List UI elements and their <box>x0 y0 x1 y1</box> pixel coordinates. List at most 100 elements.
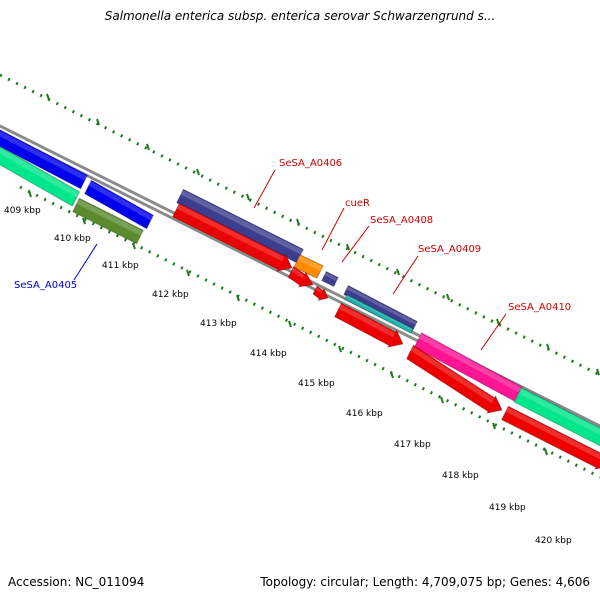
feature-aqua-left <box>0 145 81 207</box>
gene-leader-line <box>253 169 276 209</box>
kbp-tick-label: 411 kbp <box>102 261 139 271</box>
upper-major-tick <box>196 168 200 176</box>
kbp-tick-label: 418 kbp <box>442 471 479 481</box>
feature-magenta-sesa-a0410-highlight <box>418 333 522 393</box>
feature-blue-sesa-a0405-highlight <box>88 181 153 221</box>
map-title: Salmonella enterica subsp. enterica sero… <box>104 9 496 23</box>
cds-arrow-3-body <box>312 285 329 302</box>
gene-label: cueR <box>345 198 370 209</box>
kbp-tick-label: 415 kbp <box>298 379 335 389</box>
feature-navy-sesa-a0408-highlight <box>324 272 338 282</box>
upper-major-tick <box>346 243 350 251</box>
lower-scale-dots <box>19 185 600 479</box>
upper-major-tick <box>396 268 400 276</box>
lower-major-tick <box>492 422 496 430</box>
upper-major-tick <box>596 368 600 376</box>
feature-teal-sesa-a0409-body <box>344 294 414 334</box>
feature-orange-cuer-body <box>293 254 324 279</box>
kbp-tick-label: 414 kbp <box>250 349 287 359</box>
lower-major-tick <box>288 320 292 328</box>
feature-aqua-left-highlight <box>0 147 80 198</box>
cds-arrow-4-body <box>333 302 404 348</box>
feature-blue-left <box>0 129 89 190</box>
feature-gray-sesa-a0409-body <box>343 284 418 332</box>
kbp-tick-label: 410 kbp <box>54 234 91 244</box>
kbp-tick-label: 420 kbp <box>535 536 572 546</box>
cds-arrow-2-body <box>287 265 314 288</box>
accession-text: Accession: NC_011094 <box>8 575 145 589</box>
upper-major-tick <box>146 143 150 151</box>
feature-gray-sesa-a0409 <box>343 284 418 332</box>
upper-major-tick <box>46 93 50 101</box>
cds-arrow-4-highlight <box>338 304 396 338</box>
upper-major-tick <box>296 218 300 226</box>
feature-blue-left-body <box>0 129 89 190</box>
feature-aqua-right-highlight <box>518 388 600 436</box>
lower-major-tick <box>544 448 548 456</box>
cds-arrow-2-highlight <box>291 267 305 279</box>
upper-scale-dots <box>0 73 600 377</box>
gene-label: SeSA_A0409 <box>418 244 481 255</box>
cds-arrow-5 <box>405 344 503 414</box>
cds-arrow-6-highlight <box>505 407 600 460</box>
kbp-tick-label: 419 kbp <box>489 503 526 513</box>
lower-major-tick <box>440 396 444 404</box>
gene-label: SeSA_A0408 <box>370 215 433 226</box>
feature-navy-sesa-a0408-body <box>321 270 339 288</box>
feature-aqua-right <box>513 387 600 447</box>
feature-magenta-sesa-a0410-body <box>413 332 523 402</box>
lower-major-tick <box>132 242 136 250</box>
feature-olive-left-body <box>71 197 145 245</box>
cds-arrow-2 <box>287 265 314 288</box>
cds-arrow-1-highlight <box>176 204 285 262</box>
cds-arrow-4 <box>333 302 404 348</box>
gene-leader-line <box>480 313 507 351</box>
kbp-tick-label: 416 kbp <box>346 409 383 419</box>
lower-major-tick <box>236 294 240 302</box>
feature-navy-sesa-a0408 <box>321 270 339 288</box>
cds-arrow-3-highlight <box>315 286 323 294</box>
upper-major-tick <box>96 118 100 126</box>
upper-major-tick <box>246 193 250 201</box>
feature-aqua-right-body <box>513 387 600 447</box>
lower-major-tick <box>390 371 394 379</box>
feature-teal-sesa-a0409 <box>344 294 414 334</box>
feature-blue-sesa-a0405-body <box>83 179 155 230</box>
feature-magenta-sesa-a0410 <box>413 332 523 402</box>
gene-leader-line <box>73 243 98 281</box>
feature-olive-left-highlight <box>76 199 143 236</box>
cds-arrow-1-body <box>171 202 293 272</box>
gene-label: SeSA_A0405 <box>14 280 77 291</box>
kbp-tick-label: 409 kbp <box>4 206 41 216</box>
feature-gray-sesa-a0409-highlight <box>346 286 417 326</box>
lower-major-tick <box>338 345 342 353</box>
cds-arrow-6 <box>500 405 600 470</box>
gene-label: SeSA_A0410 <box>508 302 571 313</box>
lower-major-tick <box>186 269 190 277</box>
kbp-tick-label: 413 kbp <box>200 319 237 329</box>
gene-leader-line <box>392 255 419 295</box>
topology-text: Topology: circular; Length: 4,709,075 bp… <box>260 575 590 589</box>
feature-blue-sesa-a0405 <box>83 179 155 230</box>
kbp-tick-label: 412 kbp <box>152 290 189 300</box>
kbp-tick-label: 417 kbp <box>394 440 431 450</box>
cds-arrow-6-body <box>500 405 600 470</box>
lower-major-tick <box>28 190 32 198</box>
feature-orange-cuer-highlight <box>297 255 323 271</box>
gene-leader-line <box>341 225 370 263</box>
feature-aqua-left-body <box>0 145 81 207</box>
feature-orange-cuer <box>293 254 324 279</box>
feature-navy-sesa-a0406-highlight <box>180 190 303 255</box>
feature-teal-sesa-a0409-highlight <box>346 295 413 331</box>
cds-arrow-3 <box>312 285 329 302</box>
cds-arrow-1 <box>171 202 293 272</box>
gene-label: SeSA_A0406 <box>279 158 342 169</box>
gene-leader-line <box>321 207 345 251</box>
feature-blue-left-highlight <box>0 130 87 181</box>
lower-major-tick <box>82 217 86 225</box>
cds-arrow-5-body <box>405 344 503 414</box>
upper-major-tick <box>446 293 450 301</box>
upper-major-tick <box>546 343 550 351</box>
